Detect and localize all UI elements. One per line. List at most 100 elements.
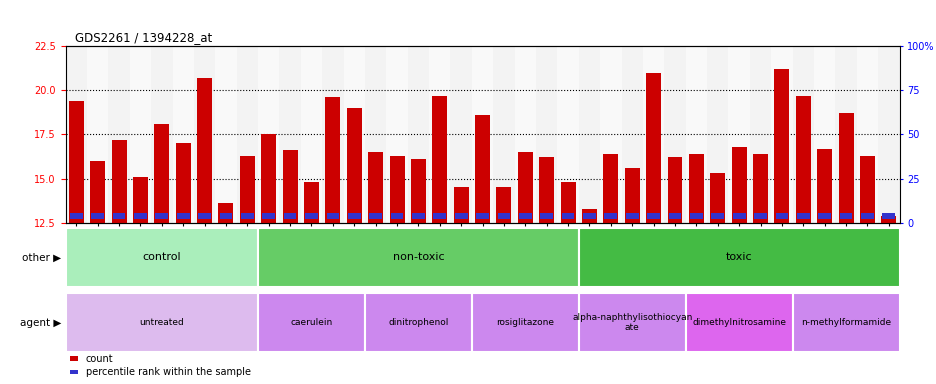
Bar bbox=[91, 213, 104, 219]
Bar bbox=[369, 213, 382, 219]
Bar bbox=[581, 209, 596, 223]
Text: dinitrophenol: dinitrophenol bbox=[388, 318, 448, 327]
Bar bbox=[666, 157, 681, 223]
Bar bbox=[454, 213, 467, 219]
Bar bbox=[685, 46, 707, 223]
Bar bbox=[877, 46, 899, 223]
Text: non-toxic: non-toxic bbox=[392, 252, 444, 262]
Bar bbox=[346, 108, 361, 223]
Bar bbox=[279, 46, 300, 223]
Bar bbox=[621, 46, 642, 223]
Bar bbox=[134, 213, 147, 219]
Bar bbox=[411, 159, 426, 223]
Bar bbox=[668, 213, 680, 219]
Bar bbox=[859, 156, 874, 223]
Bar bbox=[710, 213, 724, 219]
Bar bbox=[177, 213, 189, 219]
Bar bbox=[219, 213, 232, 219]
Bar bbox=[625, 213, 638, 219]
Bar bbox=[283, 150, 298, 223]
Bar bbox=[68, 101, 83, 223]
Bar bbox=[194, 46, 215, 223]
Text: alpha-naphthylisothiocyan
ate: alpha-naphthylisothiocyan ate bbox=[572, 313, 692, 332]
Bar bbox=[284, 213, 296, 219]
Bar bbox=[133, 177, 148, 223]
Bar bbox=[856, 46, 877, 223]
Bar bbox=[215, 46, 237, 223]
Bar bbox=[389, 156, 404, 223]
Bar bbox=[172, 46, 194, 223]
Bar bbox=[197, 78, 212, 223]
Bar bbox=[839, 213, 852, 219]
Bar bbox=[347, 213, 360, 219]
Bar bbox=[535, 46, 557, 223]
Bar bbox=[749, 46, 770, 223]
Text: percentile rank within the sample: percentile rank within the sample bbox=[85, 367, 250, 377]
Bar bbox=[881, 216, 896, 223]
Bar bbox=[753, 213, 766, 219]
Bar bbox=[407, 46, 429, 223]
Bar bbox=[561, 213, 574, 219]
Bar bbox=[472, 46, 492, 223]
Bar bbox=[241, 213, 254, 219]
Bar bbox=[344, 46, 364, 223]
Bar bbox=[176, 143, 190, 223]
Bar bbox=[775, 213, 787, 219]
Bar bbox=[496, 187, 511, 223]
Bar bbox=[66, 228, 257, 287]
Bar bbox=[578, 293, 685, 352]
Bar bbox=[129, 46, 151, 223]
Bar bbox=[835, 46, 856, 223]
Bar bbox=[664, 46, 685, 223]
Bar bbox=[390, 213, 403, 219]
Bar bbox=[472, 293, 578, 352]
Bar bbox=[624, 168, 639, 223]
Bar bbox=[154, 124, 169, 223]
Bar bbox=[797, 213, 809, 219]
Bar bbox=[816, 149, 831, 223]
Bar bbox=[325, 97, 340, 223]
Bar bbox=[860, 213, 873, 219]
Bar bbox=[368, 152, 383, 223]
Bar bbox=[514, 46, 535, 223]
Bar bbox=[518, 152, 533, 223]
Bar bbox=[70, 213, 82, 219]
Bar bbox=[540, 213, 552, 219]
Text: n-methylformamide: n-methylformamide bbox=[800, 318, 890, 327]
Bar bbox=[303, 182, 318, 223]
Text: agent ▶: agent ▶ bbox=[20, 318, 61, 328]
Bar bbox=[237, 46, 257, 223]
Bar bbox=[450, 46, 472, 223]
Bar bbox=[604, 213, 617, 219]
Bar bbox=[582, 213, 595, 219]
Bar bbox=[732, 213, 745, 219]
Bar bbox=[813, 46, 835, 223]
Bar bbox=[603, 154, 618, 223]
Bar bbox=[66, 46, 87, 223]
Bar bbox=[198, 213, 211, 219]
Bar bbox=[475, 213, 489, 219]
Bar bbox=[882, 213, 894, 219]
Bar bbox=[261, 134, 276, 223]
Bar bbox=[305, 213, 317, 219]
Bar bbox=[218, 203, 233, 223]
Bar bbox=[257, 46, 279, 223]
Text: untreated: untreated bbox=[139, 318, 184, 327]
Bar bbox=[642, 46, 664, 223]
Bar bbox=[560, 182, 575, 223]
Bar bbox=[429, 46, 450, 223]
Bar bbox=[519, 213, 531, 219]
Bar bbox=[707, 46, 727, 223]
Bar bbox=[475, 115, 490, 223]
Bar bbox=[431, 96, 446, 223]
Text: GDS2261 / 1394228_at: GDS2261 / 1394228_at bbox=[75, 31, 212, 44]
Bar bbox=[689, 213, 702, 219]
Bar bbox=[557, 46, 578, 223]
Bar bbox=[773, 69, 788, 223]
Bar bbox=[838, 113, 853, 223]
Bar bbox=[87, 46, 109, 223]
Bar bbox=[538, 157, 553, 223]
Bar bbox=[364, 46, 386, 223]
Bar bbox=[240, 156, 255, 223]
Bar bbox=[112, 213, 125, 219]
